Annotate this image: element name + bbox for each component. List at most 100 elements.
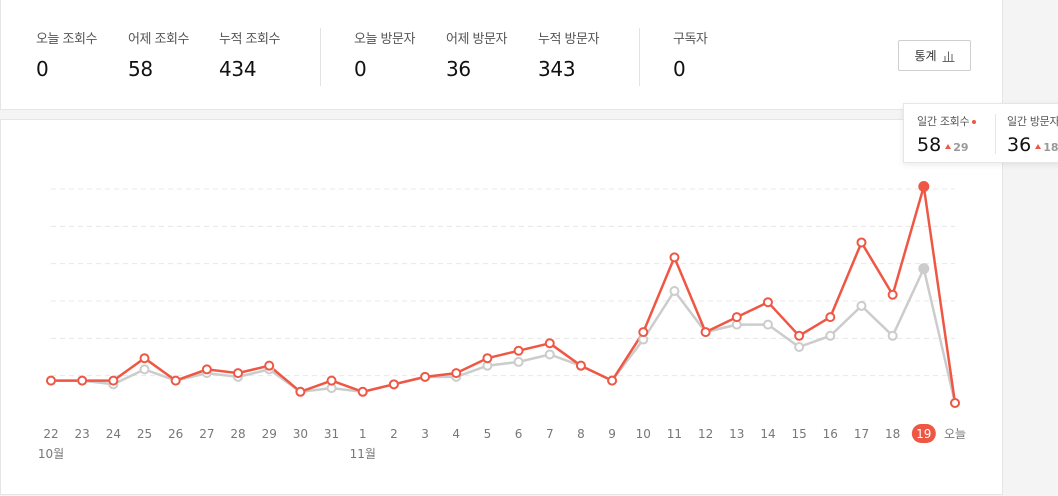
- views-point: [513, 345, 524, 356]
- chart-tooltip: 일간 조회수 58 29 일간 방문자 36 18: [903, 103, 1058, 163]
- visitors-point: [762, 319, 773, 330]
- x-tick-label: 18: [885, 427, 900, 441]
- x-tick-label: 19: [916, 427, 931, 441]
- x-tick-label: 16: [823, 427, 838, 441]
- views-point: [264, 360, 275, 371]
- visitors-point: [918, 263, 930, 275]
- x-tick-label: 15: [791, 427, 806, 441]
- views-point: [482, 353, 493, 364]
- tooltip-views-label: 일간 조회수: [917, 115, 970, 128]
- x-tick-label: 17: [854, 427, 869, 441]
- stat-label: 구독자: [673, 32, 708, 47]
- tooltip-views-value: 58: [917, 134, 942, 156]
- stat-value: 0: [354, 57, 367, 81]
- up-arrow-icon: [1035, 144, 1042, 149]
- views-point: [887, 289, 898, 300]
- statistics-button[interactable]: 통계: [898, 40, 971, 71]
- views-point: [388, 379, 399, 390]
- visitors-series-line: [51, 267, 957, 404]
- x-tick-label: 2: [390, 427, 398, 441]
- statistics-button-label: 통계: [914, 49, 937, 63]
- stat-value: 434: [219, 57, 257, 81]
- stat-value: 0: [673, 57, 686, 81]
- daily-line-chart: 22 23 24 25 26 27 28 29 30 31 1 2 3 4 5 6 7 8 9 10 11 12 13 14 1…: [38, 180, 966, 461]
- stats-panel: 오늘 조회수 0 어제 조회수 58 누적 조회수 434 오늘 방문자 0 어…: [0, 0, 1003, 110]
- x-tick-label: 5: [484, 427, 492, 441]
- views-point: [544, 338, 555, 349]
- visitors-point: [825, 330, 836, 341]
- views-point: [762, 297, 773, 308]
- views-series-line: [51, 185, 957, 404]
- views-point: [731, 312, 742, 323]
- tooltip-visitors: 일간 방문자 36 18: [1007, 113, 1058, 156]
- x-tick-label: 7: [546, 427, 554, 441]
- stat-label: 오늘 방문자: [354, 32, 415, 47]
- x-tick-label: 31: [324, 427, 339, 441]
- x-tick-label: 12: [698, 427, 713, 441]
- x-tick-label: 25: [137, 427, 152, 441]
- views-point: [856, 237, 867, 248]
- views-point: [918, 180, 930, 192]
- views-point: [326, 375, 337, 386]
- page-gutter: [1003, 0, 1058, 495]
- stat-today-views: 오늘 조회수 0: [36, 28, 97, 81]
- views-point: [575, 360, 586, 371]
- views-point: [108, 375, 119, 386]
- x-tick-label: 29: [262, 427, 277, 441]
- visitors-point: [669, 286, 680, 296]
- stat-total-visitors: 누적 방문자 343: [538, 28, 599, 81]
- views-point: [638, 327, 649, 338]
- stat-yesterday-views: 어제 조회수 58: [128, 28, 189, 81]
- stat-value: 343: [538, 57, 576, 81]
- visitors-point: [887, 330, 898, 341]
- views-point: [139, 353, 150, 364]
- visitors-point: [513, 356, 524, 367]
- views-point: [825, 312, 836, 323]
- visitors-point: [544, 349, 555, 360]
- tooltip-views-delta: 29: [953, 141, 969, 154]
- month-label: 10월: [38, 447, 64, 461]
- stat-total-views: 누적 조회수 434: [219, 28, 280, 81]
- x-tick-label: 3: [421, 427, 429, 441]
- views-point: [357, 386, 368, 397]
- views-point: [170, 375, 181, 386]
- tooltip-visitors-value: 36: [1007, 134, 1032, 156]
- x-tick-label: 14: [760, 427, 775, 441]
- views-point: [295, 386, 306, 397]
- x-tick-label: 오늘: [944, 427, 966, 441]
- views-point: [950, 398, 960, 408]
- stat-label: 오늘 조회수: [36, 32, 97, 47]
- highlight-date-badge: [911, 424, 936, 443]
- x-tick-label: 23: [75, 427, 90, 441]
- up-arrow-icon: [945, 144, 952, 149]
- stat-label: 누적 조회수: [219, 32, 280, 47]
- x-tick-label: 30: [293, 427, 308, 441]
- tooltip-views: 일간 조회수 58 29: [917, 113, 977, 156]
- stat-label: 어제 방문자: [446, 32, 507, 47]
- views-point: [77, 375, 88, 386]
- x-tick-label: 26: [168, 427, 183, 441]
- tooltip-visitors-label: 일간 방문자: [1007, 115, 1058, 128]
- chart-panel: 22 23 24 25 26 27 28 29 30 31 1 2 3 4 5 6 7 8 9 10 11 12 13 14 1…: [0, 119, 1003, 495]
- tooltip-divider: [995, 114, 996, 154]
- stat-value: 58: [128, 57, 153, 81]
- x-tick-label: 8: [577, 427, 585, 441]
- stats-divider: [320, 28, 321, 86]
- x-tick-label: 28: [230, 427, 245, 441]
- stat-value: 0: [36, 57, 49, 81]
- x-tick-label: 10: [636, 427, 651, 441]
- x-tick-label: 6: [515, 427, 523, 441]
- x-tick-label: 13: [729, 427, 744, 441]
- views-point: [607, 375, 618, 386]
- x-tick-label: 4: [452, 427, 460, 441]
- x-tick-label: 24: [106, 427, 121, 441]
- x-tick-label: 22: [43, 427, 58, 441]
- stat-label: 어제 조회수: [128, 32, 189, 47]
- stat-value: 36: [446, 57, 471, 81]
- views-point: [669, 252, 680, 263]
- x-tick-label: 27: [199, 427, 214, 441]
- stat-subscribers: 구독자 0: [673, 28, 708, 81]
- x-tick-label: 1: [359, 427, 367, 441]
- views-point: [46, 375, 56, 386]
- views-point: [451, 368, 462, 379]
